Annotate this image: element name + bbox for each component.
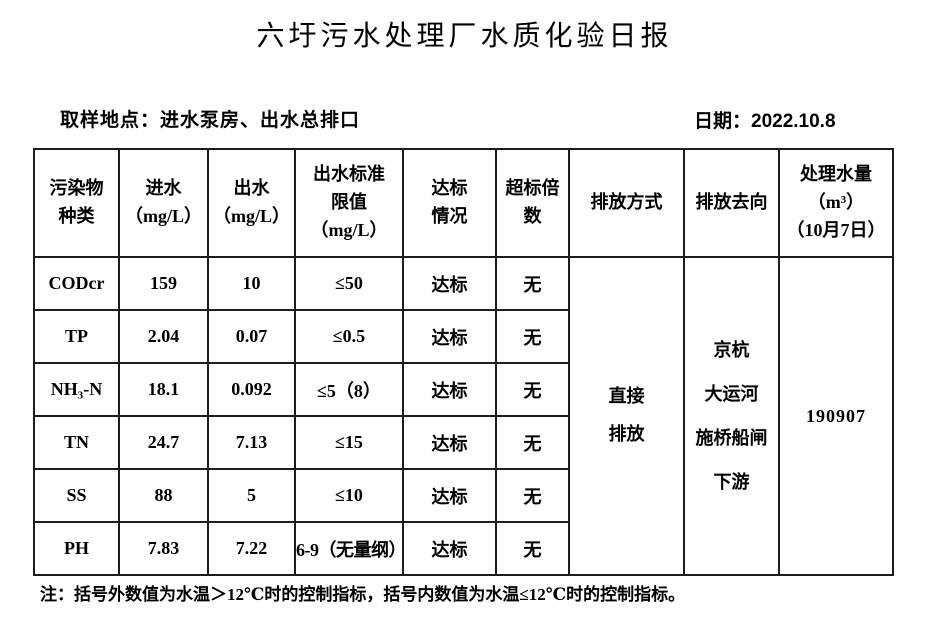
header-discharge-method: 排放方式 [568, 148, 685, 258]
outflow-value: 5 [207, 468, 296, 523]
outflow-value: 7.13 [207, 415, 296, 470]
exceed-value: 无 [495, 309, 570, 364]
page-title: 六圩污水处理厂水质化验日报 [256, 21, 673, 52]
header-treated-volume: 处理水量 （m³） （10月7日） [778, 148, 894, 258]
limit-value: 6-9（无量纲） [294, 521, 404, 576]
table-row-nh3n: NH₃-N 18.1 0.092 ≤5（8） 达标 无 [33, 362, 893, 417]
inflow-value: 18.1 [118, 362, 209, 417]
outflow-value: 0.092 [207, 362, 296, 417]
exceed-value: 无 [495, 362, 570, 417]
table-header-row: 污染物 种类 进水 （mg/L） 出水 （mg/L） 出水标准 限值 （mg/L… [33, 148, 894, 258]
compliance-status: 达标 [402, 521, 497, 576]
table-row-ph: PH 7.83 7.22 6-9（无量纲） 达标 无 [33, 521, 893, 576]
header-exceed-multiple: 超标倍 数 [495, 148, 570, 258]
inflow-value: 24.7 [118, 415, 209, 470]
exceed-value: 无 [495, 415, 570, 470]
pollutant-name: SS [33, 468, 120, 523]
table-row-tn: TN 24.7 7.13 ≤15 达标 无 [33, 415, 893, 470]
table-row-ss: SS 88 5 ≤10 达标 无 [33, 468, 893, 523]
outflow-value: 0.07 [207, 309, 296, 364]
sampling-location: 取样地点：进水泵房、出水总排口 [60, 110, 361, 131]
header-outflow: 出水 （mg/L） [207, 148, 296, 258]
treated-volume-cell: 190907 [778, 256, 894, 576]
inflow-value: 2.04 [118, 309, 209, 364]
compliance-status: 达标 [402, 362, 497, 417]
exceed-value: 无 [495, 256, 570, 311]
header-pollutant-type: 污染物 种类 [33, 148, 120, 258]
limit-value: ≤50 [294, 256, 404, 311]
limit-value: ≤5（8） [294, 362, 404, 417]
outflow-value: 7.22 [207, 521, 296, 576]
discharge-method-cell: 直接 排放 [568, 256, 685, 576]
compliance-status: 达标 [402, 256, 497, 311]
pollutant-name: PH [33, 521, 120, 576]
limit-value: ≤0.5 [294, 309, 404, 364]
inflow-value: 88 [118, 468, 209, 523]
limit-value: ≤15 [294, 415, 404, 470]
compliance-status: 达标 [402, 309, 497, 364]
inflow-value: 7.83 [118, 521, 209, 576]
header-discharge-destination: 排放去向 [683, 148, 780, 258]
exceed-value: 无 [495, 521, 570, 576]
compliance-status: 达标 [402, 468, 497, 523]
pollutant-name: TN [33, 415, 120, 470]
inflow-value: 159 [118, 256, 209, 311]
header-inflow: 进水 （mg/L） [118, 148, 209, 258]
pollutant-name: NH₃-N [33, 362, 120, 417]
exceed-value: 无 [495, 468, 570, 523]
discharge-destination-cell: 京杭 大运河 施桥船闸 下游 [683, 256, 780, 576]
limit-value: ≤10 [294, 468, 404, 523]
report-date: 日期：2022.10.8 [694, 111, 836, 132]
compliance-status: 达标 [402, 415, 497, 470]
outflow-value: 10 [207, 256, 296, 311]
header-outflow-limit: 出水标准 限值 （mg/L） [294, 148, 404, 258]
pollutant-name: TP [33, 309, 120, 364]
pollutant-name: CODcr [33, 256, 120, 311]
footnote: 注：括号外数值为水温＞12℃时的控制指标，括号内数值为水温≤12℃时的控制指标。 [40, 585, 686, 604]
table-row-tp: TP 2.04 0.07 ≤0.5 达标 无 [33, 309, 893, 364]
header-compliance: 达标 情况 [402, 148, 497, 258]
table-row-codcr: CODcr 159 10 ≤50 达标 无 直接 排放 京杭 大运河 施桥船闸 … [33, 256, 894, 576]
water-quality-table: 污染物 种类 进水 （mg/L） 出水 （mg/L） 出水标准 限值 （mg/L… [33, 148, 894, 576]
